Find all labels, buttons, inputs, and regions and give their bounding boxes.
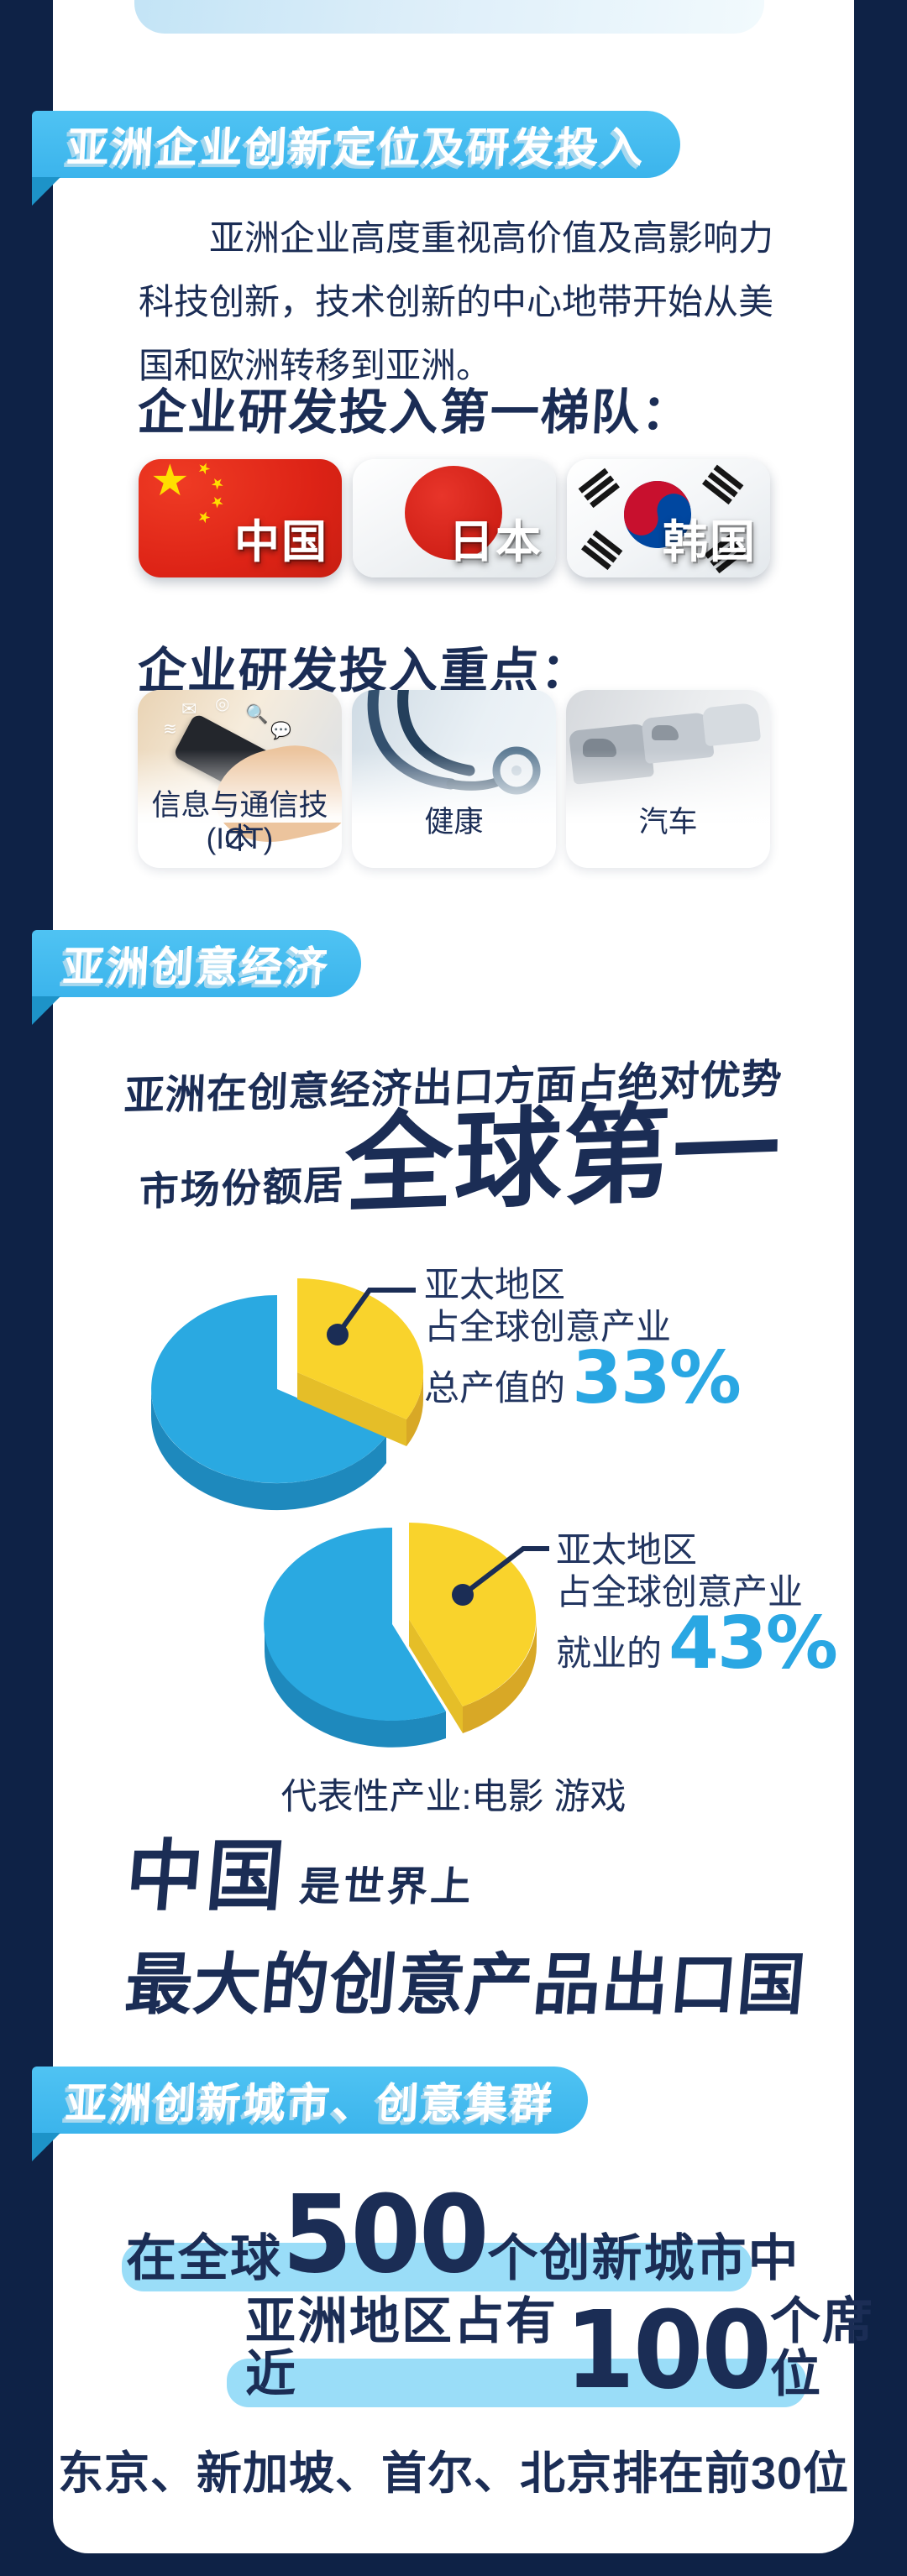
stethoscope-art (367, 690, 541, 795)
chat-icon: 💬 (270, 722, 291, 740)
stethoscope-photo (352, 690, 556, 823)
pie1-label: 亚太地区 占全球创意产业 总产值的 33% (424, 1264, 742, 1420)
card-caption: 健康 (424, 806, 484, 839)
section2-ribbon-title: 亚洲创意经济 (61, 943, 332, 990)
section1-ribbon-title: 亚洲企业创新定位及研发投入 (65, 124, 647, 171)
callout-line (335, 1288, 416, 1336)
china-big-text: 中国 (122, 1834, 291, 1920)
focus-card-health: 健康 (352, 690, 556, 868)
focus-card-ict: ✉ ◎ 🔍 ≋ 💬 信息与通信技术 (ICT) (138, 690, 342, 868)
pie1-label-line1: 亚太地区 (424, 1265, 566, 1304)
flag-label-china: 中国 (234, 517, 328, 567)
top-cities-footer: 东京、新加坡、首尔、北京排在前30位 (57, 2448, 850, 2499)
stat1-prefix: 在全球 (126, 2230, 282, 2286)
pie1-label-line2: 占全球创意产业 (424, 1307, 672, 1346)
smartphone-photo: ✉ ◎ 🔍 ≋ 💬 (138, 690, 342, 854)
callout-dot (452, 1584, 474, 1606)
mail-icon: ✉ (181, 698, 197, 719)
section1-intro-paragraph: 亚洲企业高度重视高价值及高影响力科技创新，技术创新的中心地带开始从美国和欧洲转移… (139, 218, 774, 385)
japan-sun-disc (405, 466, 502, 560)
pie2-label: 亚太地区 占全球创意产业 就业的 43% (556, 1529, 838, 1685)
market-share-prefix: 市场份额居 (139, 1162, 346, 1214)
section3-ribbon-title: 亚洲创新城市、创意集群 (63, 2080, 556, 2127)
wifi-icon: ≋ (163, 720, 177, 739)
car-window-shape (583, 739, 616, 757)
section1-ribbon: 亚洲企业创新定位及研发投入 (32, 111, 680, 178)
representative-industries-note: 代表性产业:电影 游戏 (280, 1777, 627, 1817)
car-shape (701, 702, 762, 747)
section2-ribbon: 亚洲创意经济 (32, 930, 361, 997)
pie-chart-output-share (150, 1278, 424, 1511)
highlight-bar (122, 2243, 752, 2291)
pie-chart-employment-share (264, 1523, 549, 1748)
star-icon: ★ (194, 506, 214, 528)
card-caption: 汽车 (638, 806, 698, 839)
global-first-text: 全球第一 (343, 1088, 783, 1229)
stat2-suffix: 个席位 (769, 2293, 874, 2402)
korea-flag-image: 韩国 (567, 459, 770, 577)
china-rest-text: 是世界上 (297, 1865, 477, 1910)
star-icon: ★ (194, 459, 214, 479)
stat1-suffix: 个创新城市中 (487, 2230, 800, 2286)
pie2-label-line2: 占全球创意产业 (556, 1572, 804, 1612)
card-caption: 信息与通信技术 (151, 789, 328, 855)
callout-dot (327, 1324, 349, 1345)
star-icon: ★ (207, 491, 228, 513)
car-assembly-photo (566, 690, 770, 823)
pie2-percentage: 43% (668, 1602, 838, 1685)
china-flag-image: ★ ★ ★ ★ ★ 中国 (139, 459, 342, 577)
card-caption-sub: (ICT) (206, 823, 274, 855)
search-icon: 🔍 (245, 703, 269, 724)
pie1-percentage: 33% (572, 1336, 742, 1420)
stat2-prefix: 亚洲地区占有近 (245, 2293, 558, 2402)
flag-label-japan: 日本 (448, 517, 543, 567)
highlight-bar (227, 2359, 806, 2407)
china-statement-line1: 中国 是世界上 (122, 1834, 479, 1920)
stat1-number: 500 (282, 2173, 489, 2297)
stat-line-500: 在全球 500 个创新城市中 (126, 2173, 800, 2297)
pie2-label-line1: 亚太地区 (556, 1530, 698, 1570)
globe-icon: ◎ (215, 695, 230, 713)
tier-heading: 企业研发投入第一梯队： (136, 385, 694, 440)
car-window-shape (652, 725, 679, 740)
flag-label-korea: 韩国 (663, 517, 757, 567)
car-shape (641, 711, 715, 765)
market-share-line: 市场份额居 全球第一 (139, 1088, 783, 1229)
car-shape (568, 723, 655, 785)
pie2-label-line3: 就业的 (556, 1633, 663, 1674)
callout-line (461, 1546, 549, 1597)
china-statement-line2: 最大的创意产品出口国 (122, 1947, 810, 2022)
previous-card-remnant (134, 0, 764, 34)
japan-flag-image: 日本 (353, 459, 556, 577)
pie1-label-line3: 总产值的 (424, 1368, 566, 1408)
stat2-number: 100 (564, 2289, 771, 2413)
star-icon: ★ (150, 459, 190, 505)
focus-card-auto: 汽车 (566, 690, 770, 868)
korea-flag-art (578, 464, 746, 574)
section3-ribbon: 亚洲创新城市、创意集群 (32, 2067, 588, 2134)
stat-line-100: 亚洲地区占有近 100 个席位 (245, 2289, 907, 2413)
